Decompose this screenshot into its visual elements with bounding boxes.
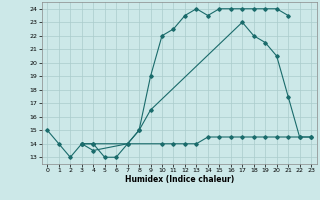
X-axis label: Humidex (Indice chaleur): Humidex (Indice chaleur) — [124, 175, 234, 184]
